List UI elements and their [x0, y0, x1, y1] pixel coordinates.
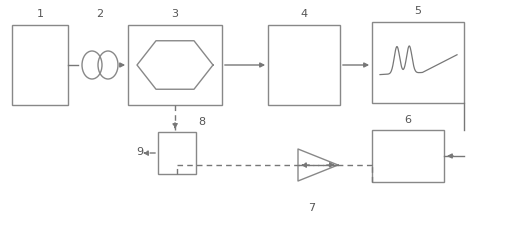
Text: 8: 8	[199, 117, 205, 127]
Bar	[268, 25, 340, 105]
Text: 4: 4	[301, 9, 307, 19]
Text: 1: 1	[36, 9, 44, 19]
Text: 9: 9	[136, 147, 144, 157]
Text: 7: 7	[308, 203, 316, 213]
Bar	[158, 132, 196, 174]
Text: 2: 2	[96, 9, 103, 19]
Bar	[12, 25, 68, 105]
Text: 6: 6	[405, 115, 411, 125]
Bar	[372, 22, 464, 103]
Bar	[128, 25, 222, 105]
Text: 5: 5	[414, 6, 422, 16]
Text: 3: 3	[172, 9, 178, 19]
Bar	[372, 130, 444, 182]
